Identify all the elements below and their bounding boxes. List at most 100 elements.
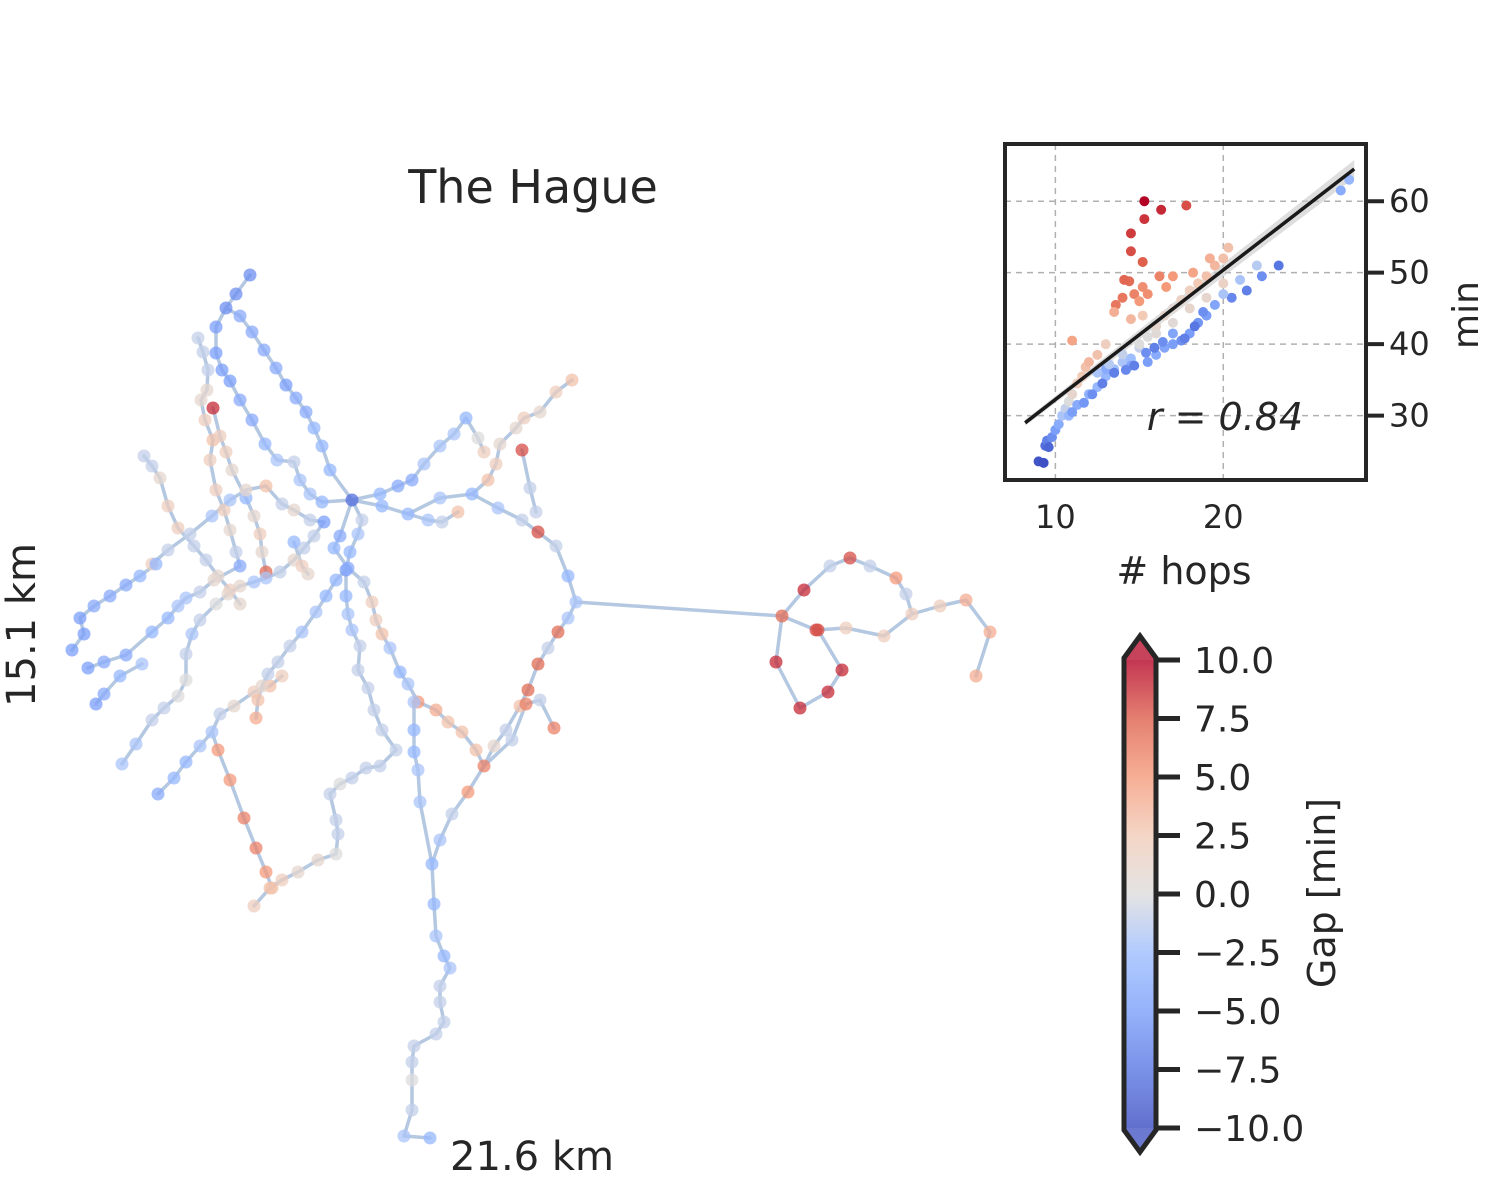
network-node [225, 463, 239, 477]
colorbar-extend-max [1124, 638, 1156, 660]
inset-yticks: 30 40 50 60 [1366, 182, 1430, 435]
network-node [297, 541, 311, 555]
scatter-point [1137, 281, 1148, 292]
network-node [863, 559, 877, 573]
network-node [427, 897, 441, 911]
network-node [531, 657, 545, 671]
scatter-point [1092, 349, 1103, 360]
network-node [196, 345, 210, 359]
network-node [171, 689, 185, 703]
colorbar-tick-label: 2.5 [1194, 817, 1251, 858]
network-node [333, 529, 347, 543]
scatter-point [1201, 271, 1212, 282]
network-node [341, 607, 355, 621]
scatter-point [1087, 389, 1098, 400]
network-node [221, 587, 235, 601]
network-node [251, 693, 265, 707]
network-node [151, 787, 165, 801]
network-node [533, 693, 547, 707]
network-node [209, 483, 223, 497]
network-node [433, 833, 447, 847]
inset-ytick-label: 30 [1389, 397, 1430, 435]
network-node [259, 865, 273, 879]
network-node [361, 681, 375, 695]
scatter-point [1125, 246, 1136, 257]
network-node [183, 527, 197, 541]
network-node [397, 1129, 411, 1143]
scatter-point [1161, 281, 1172, 292]
scatter-point [1125, 314, 1136, 325]
scatter-point [1226, 292, 1237, 303]
network-node [209, 597, 223, 611]
network-node [769, 655, 783, 669]
scatter-point [1167, 339, 1178, 350]
network-node [533, 405, 547, 419]
colorbar-tick-label: −10.0 [1194, 1109, 1304, 1150]
network-node [331, 827, 345, 841]
network-node [343, 545, 357, 559]
network-node [293, 473, 307, 487]
scatter-point [1209, 299, 1220, 310]
network-node [145, 713, 159, 727]
scatter-point [1149, 342, 1160, 353]
network-node [309, 605, 323, 619]
network-node [417, 457, 431, 471]
colorbar-extend-min [1124, 1128, 1156, 1150]
colorbar: 10.0 7.5 5.0 2.5 0.0 −2.5 −5.0 −7.5 −10.0 Gap [m… [1121, 631, 1344, 1157]
network-node [271, 655, 285, 669]
network-node [315, 439, 329, 453]
network-node [261, 667, 275, 681]
network-nodes [65, 268, 997, 1145]
scatter-point [1344, 174, 1355, 185]
scatter-point [1083, 357, 1094, 368]
inset-xticks: 10 20 [1035, 498, 1244, 536]
network-node [233, 393, 247, 407]
inset-ytick-label: 40 [1389, 325, 1430, 363]
network-node [405, 473, 419, 487]
inset-scatter: 10 20 30 40 50 60 r = 0.84 # hops min [1003, 142, 1487, 593]
network-node [505, 733, 519, 747]
network-node [198, 413, 212, 427]
network-node [303, 487, 317, 501]
scatter-point [1188, 267, 1199, 278]
network-node [481, 473, 495, 487]
scatter-point [1109, 307, 1120, 317]
network-node [523, 481, 537, 495]
colorbar-tick-label: 0.0 [1194, 875, 1251, 916]
network-node [233, 559, 247, 573]
network-edge [214, 273, 354, 504]
scatter-point [1067, 335, 1078, 346]
scatter-point [1167, 271, 1178, 282]
network-node [373, 487, 387, 501]
network-node [969, 669, 983, 683]
network-node [193, 613, 207, 627]
network-node [119, 578, 133, 592]
network-node [407, 745, 421, 759]
network-map: The Hague 21.6 km 15.1 km [0, 160, 997, 1180]
network-node [393, 665, 407, 679]
network-node [179, 673, 193, 687]
scatter-point [1273, 260, 1284, 271]
network-node [541, 641, 555, 655]
scatter-point [1157, 337, 1168, 348]
colorbar-tick-label: 5.0 [1194, 758, 1251, 799]
map-title: The Hague [407, 160, 658, 214]
network-node [65, 643, 79, 657]
network-node [877, 629, 891, 643]
network-node [73, 611, 87, 625]
scatter-point [1256, 271, 1267, 282]
network-node [407, 723, 421, 737]
colorbar-label: Gap [min] [1300, 798, 1344, 988]
network-node [265, 881, 279, 895]
network-node [257, 343, 271, 357]
network-node [179, 591, 193, 605]
scatter-point [1038, 457, 1049, 468]
network-node [487, 739, 501, 753]
network-node [405, 1103, 419, 1117]
network-node [157, 701, 171, 715]
network-node [171, 521, 185, 535]
network-node [569, 595, 583, 609]
scatter-point [1137, 310, 1148, 321]
network-node [459, 411, 473, 425]
network-node [413, 795, 427, 809]
